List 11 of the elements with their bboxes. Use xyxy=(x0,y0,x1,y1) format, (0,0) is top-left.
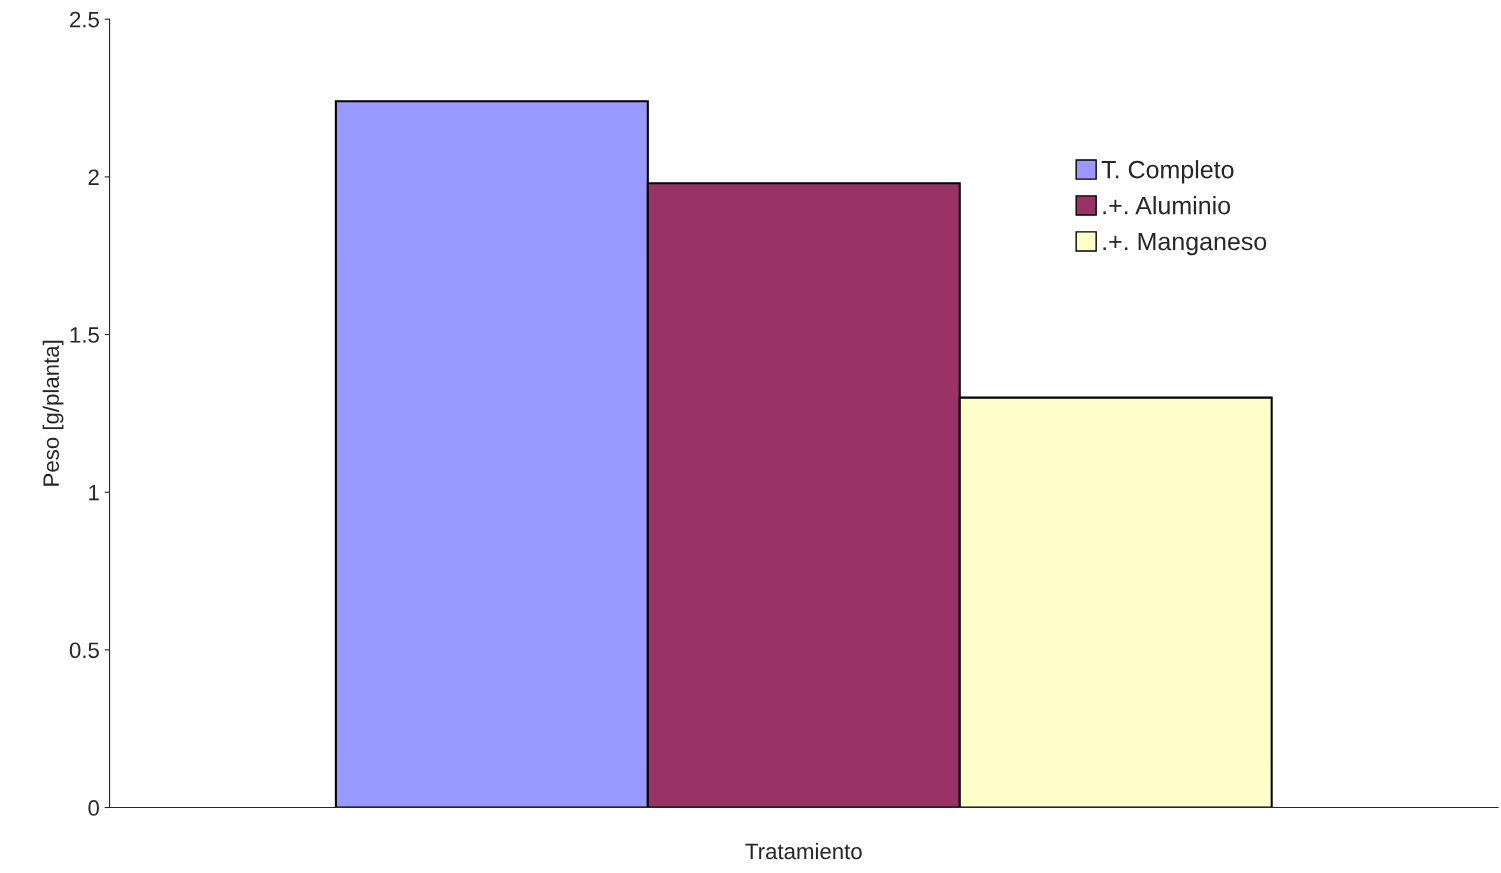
y-tick-label: 2.5 xyxy=(70,11,99,28)
y-tick-label: 1.5 xyxy=(70,327,99,343)
legend-label: .+. Manganeso xyxy=(1103,232,1267,256)
y-tick-label: 0.5 xyxy=(69,642,99,659)
y-tick-label: 0 xyxy=(88,800,99,816)
y-tick-label: 2 xyxy=(88,169,99,185)
legend-label: T. Completo xyxy=(1101,160,1234,184)
legend-label: .+. Aluminio xyxy=(1103,196,1231,215)
y-tick-label: 1 xyxy=(89,484,99,501)
y-axis-title: Peso [g/planta] xyxy=(42,340,64,486)
x-axis-title: Tratamiento xyxy=(745,842,862,860)
